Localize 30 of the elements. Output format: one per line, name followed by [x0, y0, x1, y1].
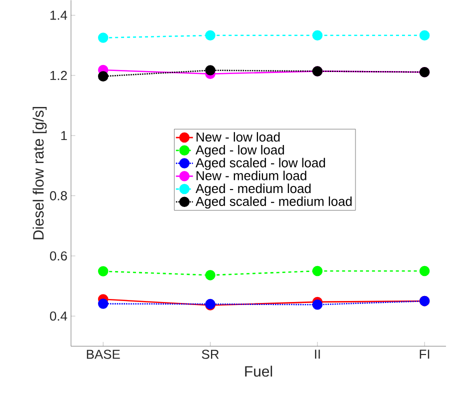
- legend-label: Aged - medium load: [196, 184, 311, 196]
- y-axis-title: Diesel flow rate [g/s]: [32, 106, 47, 240]
- y-tick-label: 1.2: [50, 70, 67, 80]
- point: [98, 298, 108, 309]
- point: [98, 266, 108, 276]
- x-tick-label: FI: [420, 350, 430, 359]
- y-tick-label: 0.8: [50, 191, 67, 200]
- point: [98, 32, 108, 43]
- legend-label: Aged - low load: [196, 144, 284, 157]
- x-axis-title: Fuel: [245, 366, 272, 377]
- point: [98, 71, 108, 82]
- y-tick-label: 1: [61, 131, 67, 140]
- y-tick-label: 0.4: [50, 311, 68, 321]
- legend-label: Aged scaled - medium load: [196, 196, 352, 208]
- legend-label: Aged scaled - low load: [196, 158, 326, 170]
- point: [205, 65, 216, 76]
- point: [312, 299, 323, 310]
- legend-label: New - medium load: [196, 170, 306, 180]
- x-tick-label: II: [315, 350, 320, 359]
- x-tick-label: SR: [202, 350, 219, 359]
- point: [419, 30, 430, 40]
- point: [312, 266, 323, 276]
- x-tick-label: BASE: [86, 350, 120, 359]
- point: [205, 270, 216, 280]
- point: [312, 30, 323, 40]
- y-tick-label: 0.6: [50, 251, 67, 260]
- point: [419, 266, 430, 276]
- point: [205, 30, 216, 40]
- legend-label: New - low load: [196, 132, 280, 142]
- y-tick-label: 1.4: [50, 10, 68, 20]
